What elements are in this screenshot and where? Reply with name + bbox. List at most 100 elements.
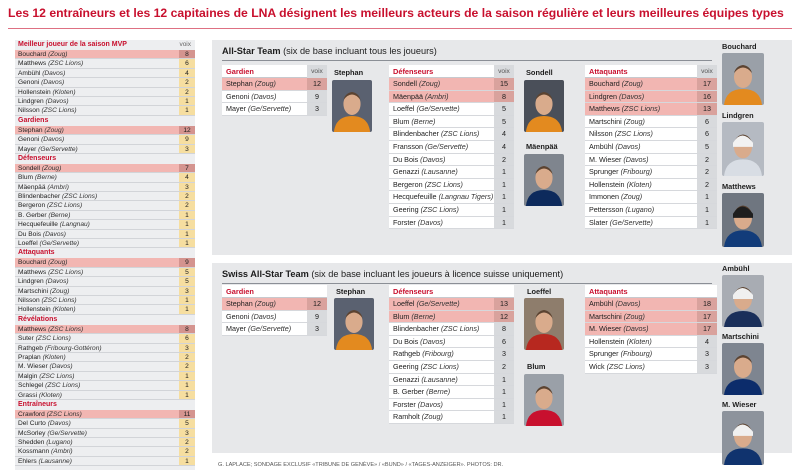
player-photo-sondell — [524, 80, 564, 132]
photo-label-ambuehl: Ambühl — [722, 264, 750, 273]
table-row: Bouchard (Zoug) 17 — [585, 78, 717, 91]
table-row: Immonen (Zoug) 1 — [585, 191, 717, 204]
table-row: Hecquefeuille (Langnau Tigers) 1 — [389, 191, 514, 204]
sidebar-vote-row: Nilsson (ZSC Lions) 1 — [15, 295, 195, 306]
photo-credits: G. LAPLACE; SONDAGE EXCLUSIF «TRIBUNE DE… — [218, 462, 504, 468]
photo-label-lindgren: Lindgren — [722, 111, 754, 120]
sidebar-vote-row: Rathgeb (Fribourg-Gottéron) 3 — [15, 343, 195, 353]
photo-label-stephan: Stephan — [336, 287, 366, 296]
sidebar-vote-row: Bouchard (Zoug) 8 — [15, 50, 195, 60]
table-row: Geering (ZSC Lions) 1 — [389, 203, 514, 217]
defenseurs-table: Défenseurs voix Sondell (Zoug) 15 Mäenpää (A… — [389, 65, 514, 230]
player-photo-wieser — [722, 411, 764, 465]
sidebar-vote-row: Matthews (ZSC Lions) 5 — [15, 267, 195, 278]
table-row: M. Wieser (Davos) 2 — [585, 153, 717, 167]
photo-label-sondell: Sondell — [526, 68, 553, 77]
sidebar-vote-row: McSorley (Ge/Servette) 3 — [15, 428, 195, 439]
attaquants-table: Attaquants Ambühl (Davos) 18 Martschini (Zo… — [585, 285, 717, 374]
all-star-team-panel: All-Star Team (six de base incluant tous… — [212, 40, 792, 255]
panel-title: Swiss All-Star Team (six de base incluan… — [222, 269, 564, 279]
sidebar-vote-row: Bergeron (ZSC Lions) 2 — [15, 201, 195, 211]
player-photo-maenpaa — [524, 154, 564, 206]
sidebar-vote-row: Mayer (Ge/Servette) 3 — [15, 144, 195, 154]
sidebar-vote-row: Suter (ZSC Lions) 6 — [15, 334, 195, 344]
sidebar-vote-row: Sondell (Zoug) 7 — [15, 163, 195, 174]
table-row: Genazzi (Lausanne) 1 — [389, 166, 514, 179]
table-row: Genoni (Davos) 9 — [222, 310, 327, 324]
sidebar-vote-row: Martschini (Zoug) 3 — [15, 286, 195, 296]
table-row: Mäenpää (Ambri) 8 — [389, 90, 514, 104]
table-row: Blum (Berne) 5 — [389, 115, 514, 129]
table-row: Martschini (Zoug) 17 — [585, 310, 717, 324]
table-row: Rathgeb (Fribourg) 3 — [389, 348, 514, 361]
sidebar-vote-row: Malgin (ZSC Lions) 1 — [15, 371, 195, 382]
table-header: Attaquants — [585, 285, 717, 298]
table-row: Matthews (ZSC Lions) 13 — [585, 103, 717, 116]
table-header: Défenseurs — [389, 285, 514, 298]
player-photo-ambuehl — [722, 275, 764, 327]
table-row: Blum (Berne) 12 — [389, 310, 514, 324]
sidebar-vote-row: Schlegel (ZSC Lions) 1 — [15, 381, 195, 391]
player-photo-loeffel — [524, 298, 564, 350]
sidebar-section-title: Meilleur joueur de la saison MVP voix — [18, 41, 191, 48]
player-photo-bouchard — [722, 53, 764, 105]
sidebar-vote-row: Genoni (Davos) 2 — [15, 78, 195, 88]
table-row: Ambühl (Davos) 5 — [585, 140, 717, 154]
table-header: Gardien — [222, 285, 327, 298]
table-row: Blindenbacher (ZSC Lions) 4 — [389, 128, 514, 141]
photo-label-martschini: Martschini — [722, 332, 759, 341]
table-row: Bergeron (ZSC Lions) 1 — [389, 178, 514, 192]
sidebar-vote-row: Nilsson (ZSC Lions) 1 — [15, 106, 195, 116]
table-row: Blindenbacher (ZSC Lions) 8 — [389, 323, 514, 336]
sidebar-section-title: Entraîneurs — [18, 400, 57, 408]
sidebar-vote-row: Hollenstein (Kloten) 2 — [15, 87, 195, 97]
sidebar-votes: Meilleur joueur de la saison MVP voix Bouc… — [15, 40, 195, 470]
sidebar-section-title: Révélations — [18, 315, 58, 323]
player-photo-stephan — [334, 298, 374, 350]
sidebar-vote-row: Loeffel (Ge/Servette) 1 — [15, 239, 195, 249]
table-row: Sprunger (Fribourg) 3 — [585, 348, 717, 361]
photo-label-matthews: Matthews — [722, 182, 756, 191]
sidebar-vote-row: Kossmann (Ambri) 2 — [15, 447, 195, 457]
divider — [222, 60, 712, 61]
photo-label-loeffel: Loeffel — [527, 287, 552, 296]
player-photo-lindgren — [722, 122, 764, 176]
table-row: Hollenstein (Kloten) 4 — [585, 335, 717, 349]
sidebar-vote-row: Lindgren (Davos) 5 — [15, 277, 195, 287]
sidebar-vote-row: Matthews (ZSC Lions) 6 — [15, 59, 195, 69]
headline-rule — [8, 28, 792, 29]
sidebar-section-title: Gardiens — [18, 116, 49, 124]
sidebar-vote-row: Hecquefeuille (Langnau) 1 — [15, 220, 195, 230]
gardien-table: Gardien voix Stephan (Zoug) 12 Genoni (Davos… — [222, 65, 327, 116]
photo-label-wieser: M. Wieser — [722, 400, 757, 409]
sidebar-vote-row: Grassi (Kloten) 1 — [15, 390, 195, 400]
photo-label-maenpaa: Mäenpää — [526, 142, 558, 151]
table-header: Défenseurs voix — [389, 65, 514, 78]
player-photo-stephan — [332, 80, 372, 132]
table-row: B. Gerber (Berne) 1 — [389, 386, 514, 399]
table-row: Du Bois (Davos) 2 — [389, 153, 514, 167]
panel-title: All-Star Team (six de base incluant tous… — [222, 46, 437, 56]
sidebar-vote-row: Blindenbacher (ZSC Lions) 2 — [15, 192, 195, 202]
sidebar-vote-row: Praplan (Kloten) 2 — [15, 352, 195, 363]
swiss-all-star-team-panel: Swiss All-Star Team (six de base incluan… — [212, 263, 792, 453]
sidebar-vote-row: Du Bois (Davos) 1 — [15, 229, 195, 240]
sidebar-section-title: Défenseurs — [18, 154, 57, 162]
sidebar-vote-row: Blum (Berne) 4 — [15, 173, 195, 183]
table-row: Ambühl (Davos) 18 — [585, 298, 717, 311]
sidebar-vote-row: Shedden (Lugano) 2 — [15, 438, 195, 448]
player-photo-martschini — [722, 343, 764, 395]
player-photo-blum — [524, 374, 564, 426]
table-row: Mayer (Ge/Servette) 3 — [222, 323, 327, 336]
sidebar-vote-row: Ambühl (Davos) 4 — [15, 68, 195, 79]
sidebar-vote-row: Matthews (ZSC Lions) 8 — [15, 324, 195, 335]
sidebar-vote-row: B. Gerber (Berne) 1 — [15, 210, 195, 221]
table-row: Fransson (Ge/Servette) 4 — [389, 140, 514, 154]
photo-label-bouchard: Bouchard — [722, 42, 757, 51]
divider — [222, 283, 712, 284]
table-header: Gardien voix — [222, 65, 327, 78]
table-row: Du Bois (Davos) 6 — [389, 335, 514, 349]
table-row: Forster (Davos) 1 — [389, 216, 514, 230]
table-row: Wick (ZSC Lions) 3 — [585, 360, 717, 374]
table-row: Nilsson (ZSC Lions) 6 — [585, 128, 717, 141]
